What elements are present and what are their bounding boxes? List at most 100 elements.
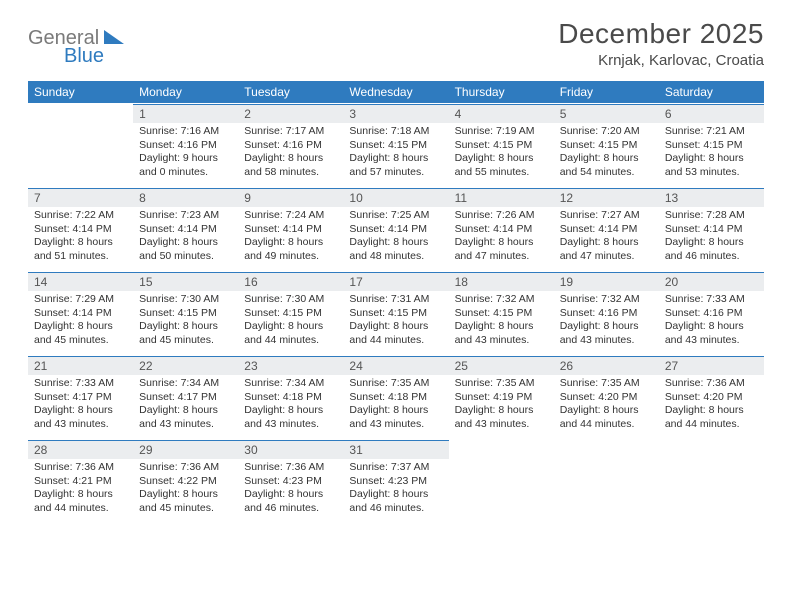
week-row: 7Sunrise: 7:22 AMSunset: 4:14 PMDaylight… [28, 187, 764, 271]
day-number: 19 [554, 272, 659, 291]
day-cell: 27Sunrise: 7:36 AMSunset: 4:20 PMDayligh… [659, 355, 764, 439]
daylight-text: and 43 minutes. [665, 334, 758, 348]
sunset-text: Sunset: 4:15 PM [349, 139, 442, 153]
day-body [449, 459, 554, 465]
day-body [554, 459, 659, 465]
sunset-text: Sunset: 4:17 PM [34, 391, 127, 405]
day-number: 6 [659, 104, 764, 123]
day-body: Sunrise: 7:33 AMSunset: 4:17 PMDaylight:… [28, 375, 133, 436]
day-body: Sunrise: 7:30 AMSunset: 4:15 PMDaylight:… [133, 291, 238, 352]
daylight-text: Daylight: 8 hours [34, 488, 127, 502]
week-row: 1Sunrise: 7:16 AMSunset: 4:16 PMDaylight… [28, 103, 764, 187]
sunset-text: Sunset: 4:16 PM [665, 307, 758, 321]
daylight-text: Daylight: 8 hours [139, 404, 232, 418]
logo-word-blue: Blue [64, 45, 104, 64]
daylight-text: and 55 minutes. [455, 166, 548, 180]
sunrise-text: Sunrise: 7:30 AM [139, 293, 232, 307]
daylight-text: and 43 minutes. [34, 418, 127, 432]
day-number: 26 [554, 356, 659, 375]
weekday-header-row: Sunday Monday Tuesday Wednesday Thursday… [28, 81, 764, 103]
day-cell: 23Sunrise: 7:34 AMSunset: 4:18 PMDayligh… [238, 355, 343, 439]
sunset-text: Sunset: 4:14 PM [665, 223, 758, 237]
day-cell [449, 439, 554, 523]
daylight-text: Daylight: 8 hours [455, 152, 548, 166]
sunrise-text: Sunrise: 7:36 AM [244, 461, 337, 475]
sunset-text: Sunset: 4:16 PM [139, 139, 232, 153]
daylight-text: and 47 minutes. [560, 250, 653, 264]
daylight-text: Daylight: 8 hours [455, 404, 548, 418]
daylight-text: and 57 minutes. [349, 166, 442, 180]
daylight-text: Daylight: 8 hours [349, 236, 442, 250]
sunset-text: Sunset: 4:14 PM [349, 223, 442, 237]
day-cell: 13Sunrise: 7:28 AMSunset: 4:14 PMDayligh… [659, 187, 764, 271]
logo-sail-icon [104, 30, 124, 44]
day-body: Sunrise: 7:33 AMSunset: 4:16 PMDaylight:… [659, 291, 764, 352]
daylight-text: and 43 minutes. [349, 418, 442, 432]
sunrise-text: Sunrise: 7:29 AM [34, 293, 127, 307]
daylight-text: Daylight: 8 hours [560, 320, 653, 334]
sunset-text: Sunset: 4:14 PM [139, 223, 232, 237]
day-body: Sunrise: 7:20 AMSunset: 4:15 PMDaylight:… [554, 123, 659, 184]
day-cell: 17Sunrise: 7:31 AMSunset: 4:15 PMDayligh… [343, 271, 448, 355]
sunrise-text: Sunrise: 7:36 AM [34, 461, 127, 475]
sunrise-text: Sunrise: 7:31 AM [349, 293, 442, 307]
day-cell: 22Sunrise: 7:34 AMSunset: 4:17 PMDayligh… [133, 355, 238, 439]
sunset-text: Sunset: 4:23 PM [244, 475, 337, 489]
day-cell [659, 439, 764, 523]
day-body: Sunrise: 7:37 AMSunset: 4:23 PMDaylight:… [343, 459, 448, 520]
sunrise-text: Sunrise: 7:21 AM [665, 125, 758, 139]
daylight-text: Daylight: 8 hours [244, 320, 337, 334]
sunrise-text: Sunrise: 7:23 AM [139, 209, 232, 223]
day-number: 3 [343, 104, 448, 123]
day-cell: 8Sunrise: 7:23 AMSunset: 4:14 PMDaylight… [133, 187, 238, 271]
day-body: Sunrise: 7:34 AMSunset: 4:17 PMDaylight:… [133, 375, 238, 436]
day-number: 1 [133, 104, 238, 123]
daylight-text: and 45 minutes. [139, 334, 232, 348]
sunrise-text: Sunrise: 7:35 AM [455, 377, 548, 391]
day-cell: 2Sunrise: 7:17 AMSunset: 4:16 PMDaylight… [238, 103, 343, 187]
sunset-text: Sunset: 4:15 PM [455, 307, 548, 321]
day-number: 8 [133, 188, 238, 207]
daylight-text: Daylight: 8 hours [34, 236, 127, 250]
day-body: Sunrise: 7:36 AMSunset: 4:21 PMDaylight:… [28, 459, 133, 520]
day-body: Sunrise: 7:26 AMSunset: 4:14 PMDaylight:… [449, 207, 554, 268]
weeks-container: 1Sunrise: 7:16 AMSunset: 4:16 PMDaylight… [28, 103, 764, 523]
sunrise-text: Sunrise: 7:22 AM [34, 209, 127, 223]
day-number: 9 [238, 188, 343, 207]
daylight-text: and 47 minutes. [455, 250, 548, 264]
day-body: Sunrise: 7:35 AMSunset: 4:18 PMDaylight:… [343, 375, 448, 436]
day-number: 23 [238, 356, 343, 375]
day-cell: 15Sunrise: 7:30 AMSunset: 4:15 PMDayligh… [133, 271, 238, 355]
sunrise-text: Sunrise: 7:33 AM [34, 377, 127, 391]
calendar-page: General Blue December 2025 Krnjak, Karlo… [0, 0, 792, 523]
daylight-text: Daylight: 8 hours [455, 320, 548, 334]
day-body: Sunrise: 7:16 AMSunset: 4:16 PMDaylight:… [133, 123, 238, 184]
day-cell: 4Sunrise: 7:19 AMSunset: 4:15 PMDaylight… [449, 103, 554, 187]
sunset-text: Sunset: 4:15 PM [139, 307, 232, 321]
sunset-text: Sunset: 4:18 PM [244, 391, 337, 405]
day-body: Sunrise: 7:32 AMSunset: 4:15 PMDaylight:… [449, 291, 554, 352]
sunrise-text: Sunrise: 7:35 AM [560, 377, 653, 391]
weekday-monday: Monday [133, 81, 238, 103]
day-cell: 31Sunrise: 7:37 AMSunset: 4:23 PMDayligh… [343, 439, 448, 523]
day-cell: 12Sunrise: 7:27 AMSunset: 4:14 PMDayligh… [554, 187, 659, 271]
day-body: Sunrise: 7:29 AMSunset: 4:14 PMDaylight:… [28, 291, 133, 352]
day-cell: 19Sunrise: 7:32 AMSunset: 4:16 PMDayligh… [554, 271, 659, 355]
daylight-text: and 44 minutes. [560, 418, 653, 432]
sunrise-text: Sunrise: 7:32 AM [455, 293, 548, 307]
sunrise-text: Sunrise: 7:19 AM [455, 125, 548, 139]
day-number: 12 [554, 188, 659, 207]
day-cell: 14Sunrise: 7:29 AMSunset: 4:14 PMDayligh… [28, 271, 133, 355]
day-number: 10 [343, 188, 448, 207]
day-body: Sunrise: 7:19 AMSunset: 4:15 PMDaylight:… [449, 123, 554, 184]
sunrise-text: Sunrise: 7:36 AM [665, 377, 758, 391]
daylight-text: Daylight: 8 hours [34, 320, 127, 334]
calendar-grid: Sunday Monday Tuesday Wednesday Thursday… [28, 81, 764, 523]
day-body: Sunrise: 7:21 AMSunset: 4:15 PMDaylight:… [659, 123, 764, 184]
sunset-text: Sunset: 4:15 PM [244, 307, 337, 321]
weekday-saturday: Saturday [659, 81, 764, 103]
day-cell [28, 103, 133, 187]
week-row: 28Sunrise: 7:36 AMSunset: 4:21 PMDayligh… [28, 439, 764, 523]
day-number: 5 [554, 104, 659, 123]
daylight-text: and 44 minutes. [665, 418, 758, 432]
